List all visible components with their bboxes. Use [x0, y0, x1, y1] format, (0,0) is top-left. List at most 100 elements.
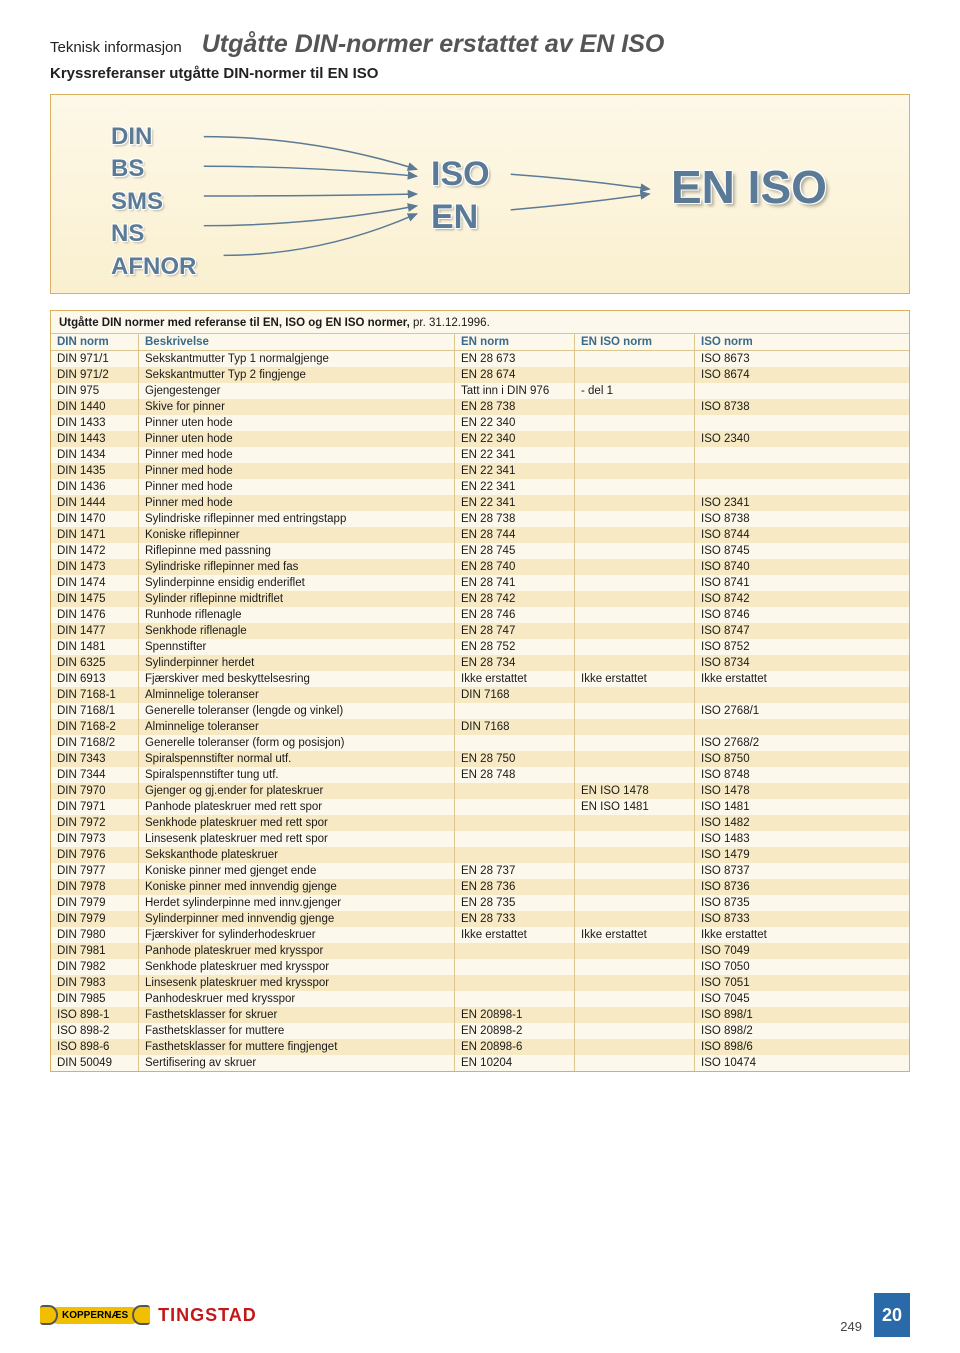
- table-cell: Koniske pinner med innvendig gjenge: [139, 879, 455, 895]
- table-cell: DIN 1434: [51, 447, 139, 463]
- table-cell: EN 28 674: [455, 367, 575, 383]
- table-cell: Linsesenk plateskruer med krysspor: [139, 975, 455, 991]
- table-cell: [695, 719, 809, 735]
- table-cell: Ikke erstattet: [575, 927, 695, 943]
- table-cell: EN 22 341: [455, 463, 575, 479]
- std-afnor: AFNOR: [111, 251, 196, 283]
- table-row: DIN 1436Pinner med hodeEN 22 341: [51, 479, 909, 495]
- table-cell: EN ISO 1481: [575, 799, 695, 815]
- table-row: DIN 7970Gjenger og gj.ender for plateskr…: [51, 783, 909, 799]
- table-cell: Panhodeskruer med krysspor: [139, 991, 455, 1007]
- th-desc: Beskrivelse: [139, 334, 455, 350]
- diagram-mid-standards: ISO EN: [431, 153, 490, 238]
- table-cell: DIN 1473: [51, 559, 139, 575]
- table-cell: DIN 1481: [51, 639, 139, 655]
- table-row: DIN 7978Koniske pinner med innvendig gje…: [51, 879, 909, 895]
- table-row: DIN 1481SpennstifterEN 28 752ISO 8752: [51, 639, 909, 655]
- diagram-target-standard: EN ISO: [671, 160, 827, 214]
- table-row: DIN 7168-1Alminnelige toleranserDIN 7168: [51, 687, 909, 703]
- table-cell: [575, 863, 695, 879]
- table-cell: Herdet sylinderpinne med innv.gjenger: [139, 895, 455, 911]
- table-cell: DIN 7983: [51, 975, 139, 991]
- table-cell: EN 28 673: [455, 351, 575, 367]
- table-cell: Senkhode riflenagle: [139, 623, 455, 639]
- table-cell: Pinner med hode: [139, 447, 455, 463]
- table-cell: EN 22 341: [455, 495, 575, 511]
- table-cell: ISO 898-2: [51, 1023, 139, 1039]
- table-cell: DIN 7168/1: [51, 703, 139, 719]
- table-cell: [575, 623, 695, 639]
- table-cell: EN 28 741: [455, 575, 575, 591]
- table-cell: [695, 415, 809, 431]
- table-row: DIN 7343Spiralspennstifter normal utf.EN…: [51, 751, 909, 767]
- table-cell: ISO 8735: [695, 895, 809, 911]
- table-cell: EN 20898-2: [455, 1023, 575, 1039]
- table-cell: ISO 10474: [695, 1055, 809, 1071]
- table-row: DIN 7973Linsesenk plateskruer med rett s…: [51, 831, 909, 847]
- table-cell: [575, 687, 695, 703]
- table-cell: EN 28 744: [455, 527, 575, 543]
- table-cell: Sylinder riflepinne midtriflet: [139, 591, 455, 607]
- table-cell: DIN 975: [51, 383, 139, 399]
- table-cell: DIN 6325: [51, 655, 139, 671]
- table-cell: DIN 1476: [51, 607, 139, 623]
- table-cell: [695, 383, 809, 399]
- table-cell: [575, 591, 695, 607]
- table-cell: Skive for pinner: [139, 399, 455, 415]
- standards-diagram: DIN BS SMS NS AFNOR ISO EN EN ISO: [50, 94, 910, 294]
- table-cell: ISO 1478: [695, 783, 809, 799]
- table-cell: DIN 1433: [51, 415, 139, 431]
- table-cell: ISO 7049: [695, 943, 809, 959]
- table-row: ISO 898-6Fasthetsklasser for muttere fin…: [51, 1039, 909, 1055]
- table-cell: ISO 1482: [695, 815, 809, 831]
- table-row: DIN 7979Herdet sylinderpinne med innv.gj…: [51, 895, 909, 911]
- diagram-source-standards: DIN BS SMS NS AFNOR: [111, 121, 196, 283]
- table-row: DIN 975GjengestengerTatt inn i DIN 976- …: [51, 383, 909, 399]
- table-cell: EN 28 746: [455, 607, 575, 623]
- table-cell: [575, 719, 695, 735]
- table-cell: Fjærskiver for sylinderhodeskruer: [139, 927, 455, 943]
- table-cell: DIN 1471: [51, 527, 139, 543]
- table-cell: DIN 1470: [51, 511, 139, 527]
- table-cell: EN 28 737: [455, 863, 575, 879]
- table-cell: Sekskantmutter Typ 2 fingjenge: [139, 367, 455, 383]
- table-cell: ISO 8736: [695, 879, 809, 895]
- table-cell: Senkhode plateskruer med krysspor: [139, 959, 455, 975]
- table-cell: Fasthetsklasser for skruer: [139, 1007, 455, 1023]
- table-cell: EN 28 740: [455, 559, 575, 575]
- tingstad-logo: TINGSTAD: [158, 1305, 257, 1326]
- table-cell: Sylinderpinner med innvendig gjenge: [139, 911, 455, 927]
- table-cell: Pinner uten hode: [139, 415, 455, 431]
- table-cell: EN 28 745: [455, 543, 575, 559]
- table-row: DIN 7985Panhodeskruer med krysspor ISO 70…: [51, 991, 909, 1007]
- table-cell: ISO 7045: [695, 991, 809, 1007]
- table-row: DIN 7168/2Generelle toleranser (form og …: [51, 735, 909, 751]
- table-row: DIN 1471Koniske riflepinnerEN 28 744ISO …: [51, 527, 909, 543]
- table-cell: Panhode plateskruer med krysspor: [139, 943, 455, 959]
- table-cell: Fasthetsklasser for muttere fingjenget: [139, 1039, 455, 1055]
- table-cell: DIN 7168: [455, 687, 575, 703]
- table-cell: DIN 7985: [51, 991, 139, 1007]
- table-cell: Generelle toleranser (lengde og vinkel): [139, 703, 455, 719]
- table-cell: [575, 575, 695, 591]
- table-cell: DIN 1475: [51, 591, 139, 607]
- table-cell: [575, 415, 695, 431]
- table-row: DIN 7971Panhode plateskruer med rett spo…: [51, 799, 909, 815]
- table-cell: DIN 7168/2: [51, 735, 139, 751]
- th-eniso: EN ISO norm: [575, 334, 695, 350]
- table-row: DIN 7972Senkhode plateskruer med rett sp…: [51, 815, 909, 831]
- table-cell: [455, 815, 575, 831]
- table-cell: Spiralspennstifter normal utf.: [139, 751, 455, 767]
- table-cell: [575, 511, 695, 527]
- table-cell: DIN 1435: [51, 463, 139, 479]
- table-row: DIN 971/2Sekskantmutter Typ 2 fingjengeE…: [51, 367, 909, 383]
- table-cell: EN 28 735: [455, 895, 575, 911]
- section-tab: 20: [874, 1293, 910, 1337]
- table-cell: [455, 831, 575, 847]
- table-cell: EN 28 736: [455, 879, 575, 895]
- table-cell: ISO 8738: [695, 511, 809, 527]
- table-cell: ISO 1479: [695, 847, 809, 863]
- table-row: ISO 898-2Fasthetsklasser for muttereEN 2…: [51, 1023, 909, 1039]
- table-cell: [455, 847, 575, 863]
- table-cell: Senkhode plateskruer med rett spor: [139, 815, 455, 831]
